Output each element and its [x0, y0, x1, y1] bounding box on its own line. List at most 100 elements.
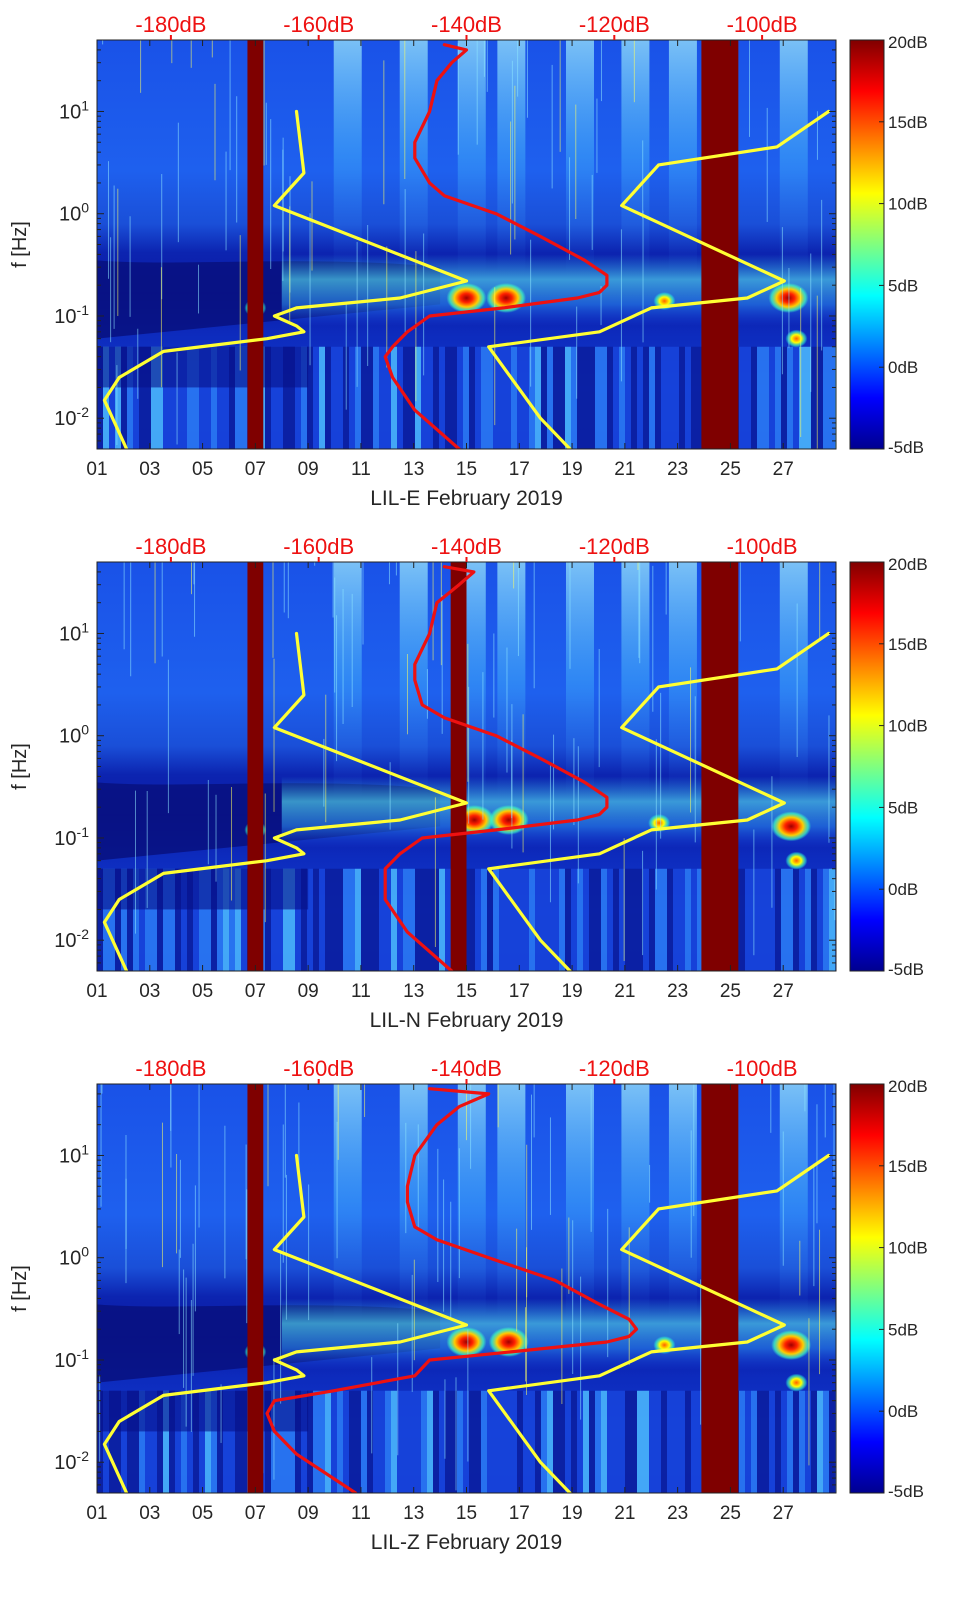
- heatmap-column: [481, 346, 487, 449]
- heatmap-column: [505, 868, 511, 971]
- heatmap-column: [601, 1390, 607, 1493]
- top-axis-label: -100dB: [727, 534, 798, 559]
- heatmap-column: [301, 1390, 307, 1493]
- x-axis-title: LIL-Z February 2019: [371, 1531, 562, 1554]
- heatmap-column: [391, 868, 397, 971]
- heatmap-column: [187, 1390, 193, 1493]
- heatmap-column: [475, 1390, 481, 1493]
- heatmap-microseism-band: [281, 1298, 836, 1370]
- heatmap-column: [739, 868, 745, 971]
- heatmap-column: [427, 868, 433, 971]
- heatmap-column: [541, 1390, 547, 1493]
- heatmap-column: [199, 868, 205, 971]
- heatmap-column: [415, 346, 421, 449]
- heatmap-column: [361, 346, 367, 449]
- heatmap-column: [517, 346, 523, 449]
- heatmap-column: [643, 346, 649, 449]
- heatmap-column: [787, 1390, 793, 1493]
- colorbar-label: -5dB: [888, 960, 924, 979]
- heatmap-column: [121, 1390, 127, 1493]
- heatmap-column: [487, 1390, 493, 1493]
- heatmap-column: [379, 868, 385, 971]
- y-axis-title: f [Hz]: [9, 221, 31, 268]
- heatmap-column: [397, 1390, 403, 1493]
- heatmap-column: [337, 346, 343, 449]
- heatmap-column: [637, 346, 643, 449]
- heatmap-column: [361, 868, 367, 971]
- heatmap-column: [187, 346, 193, 449]
- heatmap-column: [643, 1390, 649, 1493]
- heatmap-column: [127, 346, 133, 449]
- heatmap-column: [307, 1390, 313, 1493]
- heatmap-column: [193, 868, 199, 971]
- curve-nlnm: [102, 631, 469, 971]
- heatmap-column: [151, 1390, 157, 1493]
- heatmap-column: [457, 346, 463, 449]
- heatmap-column: [583, 346, 589, 449]
- heatmap-column: [175, 868, 181, 971]
- heatmap-column: [679, 868, 685, 971]
- heatmap-column: [607, 346, 613, 449]
- heatmap-column: [565, 1390, 571, 1493]
- heatmap-column: [277, 346, 283, 449]
- heatmap-plume: [333, 562, 362, 798]
- heatmap-column: [391, 346, 397, 449]
- heatmap-column: [235, 868, 241, 971]
- heatmap-column: [739, 346, 745, 449]
- heatmap-column: [163, 1390, 169, 1493]
- heatmap-column: [355, 868, 361, 971]
- heatmap-column: [763, 868, 769, 971]
- heatmap-column: [745, 868, 751, 971]
- heatmap-column: [283, 346, 289, 449]
- heatmap-column: [205, 346, 211, 449]
- heatmap-quiet-region: [97, 346, 309, 388]
- heatmap-column: [445, 346, 451, 449]
- heatmap-plume: [668, 562, 697, 798]
- colorbar: [849, 561, 885, 972]
- heatmap-column: [427, 346, 433, 449]
- heatmap-column: [769, 346, 775, 449]
- x-tick-label: 11: [351, 459, 371, 480]
- heatmap-column: [691, 868, 697, 971]
- heatmap-column: [547, 1390, 553, 1493]
- heatmap-column: [583, 1390, 589, 1493]
- x-tick-label: 13: [403, 459, 424, 480]
- heatmap-column: [337, 1390, 343, 1493]
- colorbar-label: 0dB: [888, 1402, 918, 1421]
- heatmap-column: [133, 868, 139, 971]
- heatmap-plume: [621, 40, 650, 276]
- heatmap-column: [805, 1390, 811, 1493]
- heatmap-column: [547, 346, 553, 449]
- heatmap-column: [145, 1390, 151, 1493]
- heatmap-column: [559, 1390, 565, 1493]
- heatmap-column: [109, 868, 115, 971]
- x-tick-label: 13: [403, 981, 424, 1002]
- heatmap-column: [553, 346, 559, 449]
- heatmap-column: [181, 1390, 187, 1493]
- heatmap-column: [499, 868, 505, 971]
- heatmap-column: [667, 1390, 673, 1493]
- heatmap-column: [217, 868, 223, 971]
- heatmap-column: [673, 1390, 679, 1493]
- heatmap-column: [169, 868, 175, 971]
- heatmap-column: [595, 868, 601, 971]
- heatmap-column: [151, 868, 157, 971]
- heatmap-column: [829, 868, 835, 971]
- top-axis-label: -120dB: [579, 1056, 650, 1081]
- heatmap-column: [229, 1390, 235, 1493]
- heatmap-column: [475, 346, 481, 449]
- colorbar-label: 20dB: [888, 555, 928, 574]
- x-tick-label: 15: [456, 459, 477, 480]
- heatmap-column: [169, 346, 175, 449]
- heatmap-column: [451, 346, 457, 449]
- heatmap-column: [469, 868, 475, 971]
- heatmap-plume: [333, 40, 362, 276]
- heatmap-column: [319, 1390, 325, 1493]
- heatmap-column: [145, 346, 151, 449]
- curve-nhnm: [487, 631, 831, 971]
- heatmap-column: [511, 1390, 517, 1493]
- heatmap-column: [493, 1390, 499, 1493]
- heatmap-column: [133, 346, 139, 449]
- heatmap-column: [595, 346, 601, 449]
- heatmap-column: [367, 868, 373, 971]
